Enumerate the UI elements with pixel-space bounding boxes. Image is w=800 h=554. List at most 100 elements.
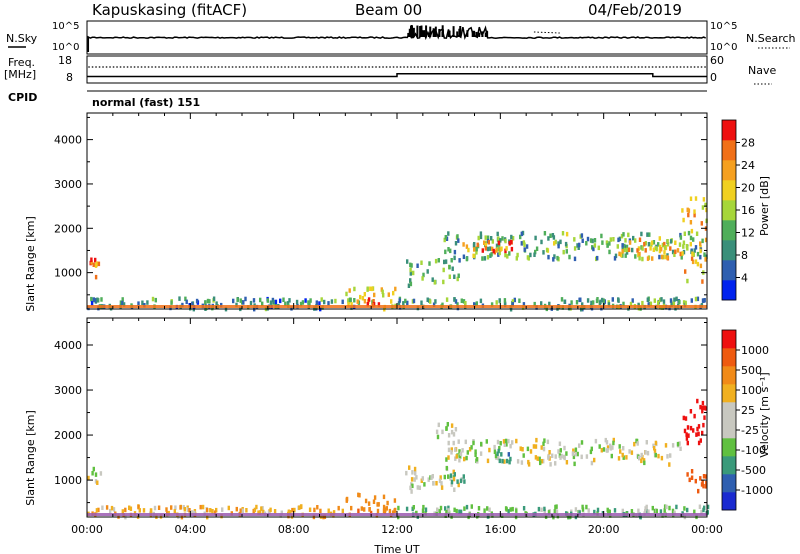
scatter-cell [701,405,704,411]
scatter-cell [608,241,611,246]
scatter-cell [409,485,412,491]
scatter-cell [385,506,388,511]
scatter-cell [511,440,514,445]
scatter-cell [441,302,444,308]
scatter-cell [467,247,470,253]
scatter-cell [387,292,390,297]
scatter-cell [450,423,454,428]
scatter-cell [474,449,477,454]
scatter-cell [511,302,514,307]
scatter-cell [573,461,576,467]
scatter-cell [647,302,650,307]
scatter-cell [565,460,569,465]
scatter-cell [121,509,124,514]
scatter-cell [652,443,655,449]
scatter-cell [619,449,622,454]
scatter-cell [511,299,515,304]
scatter-cell [483,256,487,261]
scatter-cell [549,462,552,467]
colorbar-tick-label: -1000 [741,484,773,497]
scatter-cell [625,244,629,250]
scatter-cell [674,240,677,245]
scatter-cell [696,296,700,302]
scatter-cell [360,506,363,511]
scatter-cell [491,246,494,252]
scatter-cell [495,243,499,249]
y-tick-label: 4000 [54,134,82,147]
scatter-cell [447,455,450,460]
scatter-cell [701,430,704,436]
scatter-cell [673,252,676,257]
scatter-cell [105,505,109,510]
scatter-cell [458,449,461,454]
scatter-cell [705,480,708,486]
scatter-cell [350,302,353,307]
colorbar-tick-label: 25 [741,404,755,417]
scatter-cell [473,302,476,307]
scatter-cell [109,306,113,311]
scatter-cell [442,279,445,285]
scatter-cell [540,301,543,306]
scatter-cell [445,457,448,462]
scatter-cell [689,196,693,201]
scatter-cell [504,438,508,444]
scatter-cell [540,507,543,512]
scatter-cell [477,235,480,241]
scatter-cell [435,429,439,435]
scatter-cell [649,246,652,251]
scatter-cell [699,254,702,260]
scatter-cell [388,508,392,514]
scatter-cell [519,234,522,240]
scatter-cell [617,298,620,303]
colorbar-cell [722,492,736,511]
scatter-cell [701,400,705,406]
scatter-cell [149,508,153,513]
scatter-cell [653,508,657,514]
scatter-cell [692,428,695,433]
scatter-cell [350,505,353,511]
colorbar-tick-label: 12 [741,227,755,240]
scatter-cell [694,296,698,302]
scatter-cell [647,509,650,514]
scatter-cell [681,208,684,213]
scatter-cell [673,297,676,302]
scatter-cell [286,301,290,306]
scatter-cell [662,299,666,304]
scatter-cell [304,298,307,303]
scatter-cell [689,235,693,241]
scatter-cell [486,235,490,240]
scatter-cell [693,209,696,214]
scatter-cell [654,452,657,458]
scatter-cell [671,249,675,255]
scatter-cell [542,458,545,464]
scatter-cell [699,438,702,443]
scatter-cell [454,427,458,432]
scatter-cell [457,439,460,444]
scatter-cell [551,453,554,458]
scatter-cell [473,247,476,252]
scatter-cell [496,451,499,456]
scatter-cell [129,506,133,511]
scatter-cell [267,510,271,515]
scatter-cell [94,479,98,484]
scatter-cell [464,439,467,445]
scatter-cell [631,247,634,253]
scatter-cell [622,301,625,307]
scatter-cell [697,440,701,446]
scatter-cell [593,457,596,463]
scatter-cell [432,302,436,307]
colorbar-tick-label: -500 [741,464,766,477]
scatter-cell [462,299,466,304]
scatter-cell [690,475,694,480]
scatter-cell [634,254,637,259]
freq-unit-label: [MHz] [4,68,36,81]
scatter-cell [509,507,512,512]
scatter-cell [447,433,451,438]
scatter-cell [452,469,455,475]
scatter-cell [457,238,460,243]
scatter-cell [259,297,262,303]
scatter-cell [429,299,432,304]
scatter-cell [686,425,690,430]
scatter-cell [702,298,705,303]
scatter-cell [394,286,397,292]
